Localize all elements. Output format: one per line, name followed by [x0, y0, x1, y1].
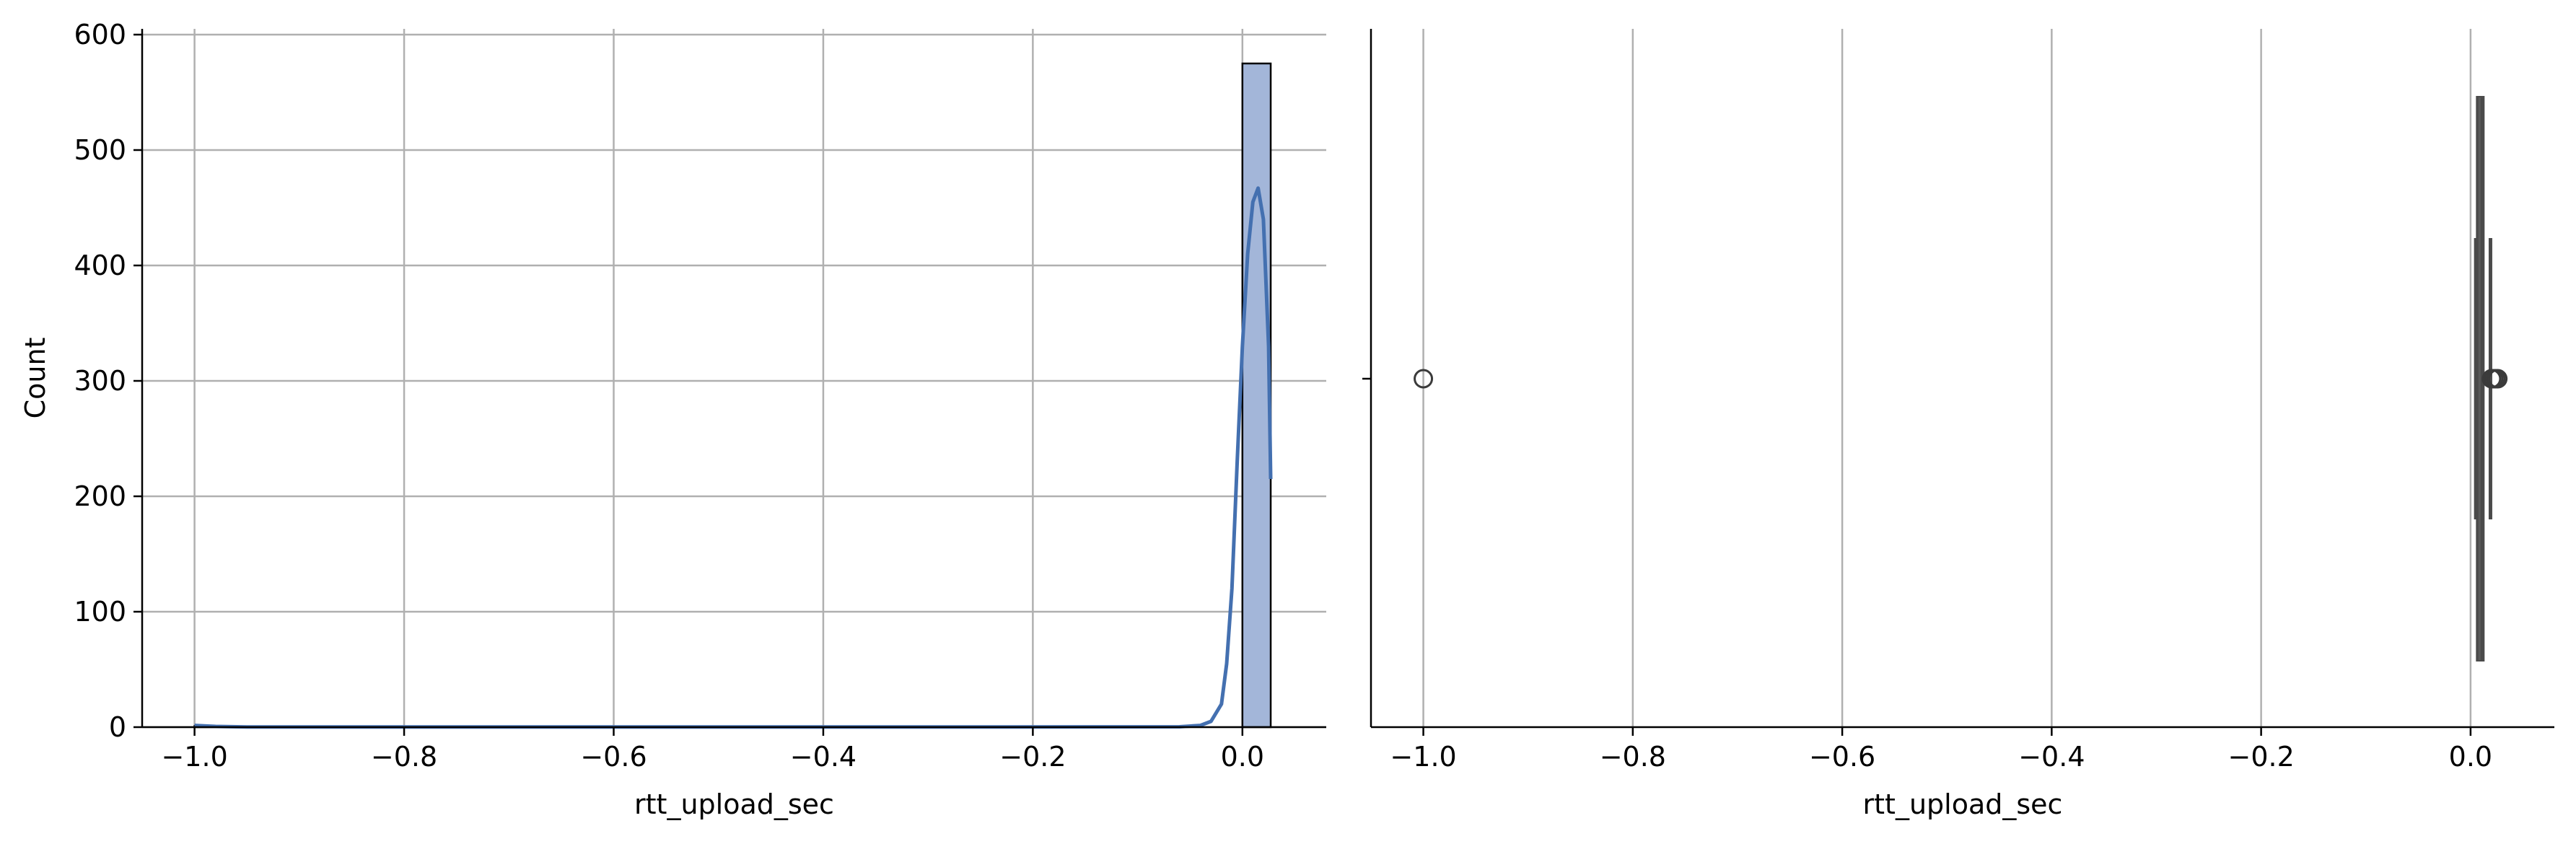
x-axis-title: rtt_upload_sec — [1863, 788, 2063, 820]
x-tick-label: −0.8 — [1600, 741, 1666, 773]
y-axis-title: Count — [19, 338, 51, 419]
x-tick-label: −0.6 — [1809, 741, 1875, 773]
outlier-point — [2488, 369, 2508, 389]
x-tick-label: −1.0 — [1390, 741, 1456, 773]
x-tick-label: −0.2 — [999, 741, 1066, 773]
x-tick-label: 0.0 — [1221, 741, 1264, 773]
histogram-panel: −1.0 −0.8 −0.6 −0.4 −0.2 0.0 0 100 200 300 400 500 6… — [19, 19, 1326, 820]
x-tick-label: −0.8 — [371, 741, 437, 773]
y-tick-label: 200 — [74, 480, 126, 512]
x-tick-label: 0.0 — [2449, 741, 2492, 773]
kde-line — [194, 186, 1273, 729]
x-tick-label: −0.4 — [790, 741, 857, 773]
histogram-bar — [1241, 62, 1272, 729]
boxplot-panel: −1.0 −0.8 −0.6 −0.4 −0.2 0.0 rtt_upload_sec — [1362, 29, 2554, 820]
x-tick-label: −0.6 — [580, 741, 647, 773]
x-tick-label: −0.4 — [2018, 741, 2085, 773]
y-tick-label: 400 — [74, 250, 126, 281]
y-tick-label: 500 — [74, 134, 126, 166]
y-tick-label: 0 — [109, 711, 126, 743]
y-tick-label: 300 — [74, 365, 126, 397]
y-tick-label: 100 — [74, 596, 126, 628]
outlier-point — [1414, 369, 1434, 389]
x-tick-label: −0.2 — [2227, 741, 2294, 773]
y-tick-label: 600 — [74, 19, 126, 50]
x-tick-label: −1.0 — [161, 741, 227, 773]
x-axis-title: rtt_upload_sec — [634, 788, 834, 820]
